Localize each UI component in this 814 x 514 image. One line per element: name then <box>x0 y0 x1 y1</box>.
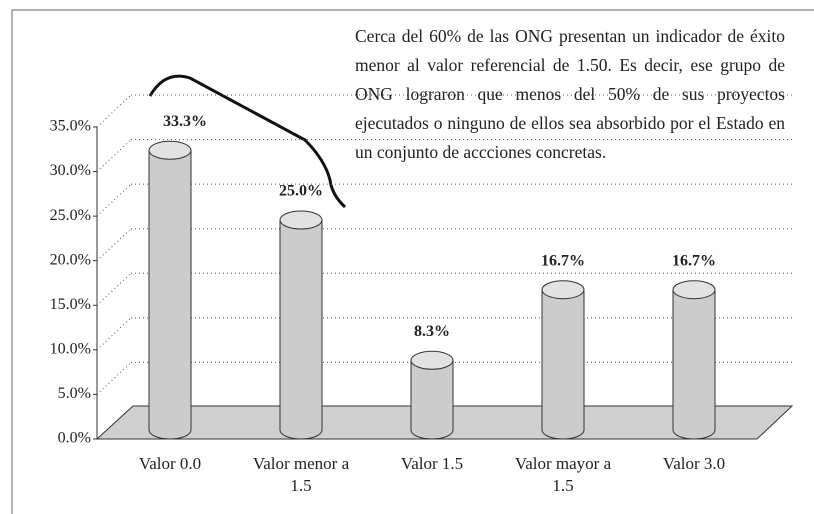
x-tick-label: Valor 3.0 <box>662 454 726 473</box>
grid-line <box>96 272 132 306</box>
y-tick-label: 10.0% <box>50 341 91 358</box>
y-tick-label: 25.0% <box>50 207 91 224</box>
grid-line <box>96 183 132 217</box>
bar-top <box>148 140 192 160</box>
grid-line <box>96 228 132 262</box>
value-label: 8.3% <box>414 323 450 340</box>
bar <box>148 150 192 440</box>
grid-line <box>96 139 132 172</box>
x-tick-label: Valor 0.0 <box>138 454 202 473</box>
bar <box>541 289 585 440</box>
grid-line <box>96 362 132 395</box>
y-tick-label: 20.0% <box>50 251 91 268</box>
bar-top <box>410 350 454 370</box>
bar <box>410 360 454 440</box>
value-label: 33.3% <box>163 113 207 130</box>
grid-line <box>96 94 132 128</box>
annotation: Cerca del 60% de las ONG presentan un in… <box>355 26 785 162</box>
bar <box>672 289 716 440</box>
bar-top <box>672 280 716 300</box>
y-tick-label: 5.0% <box>58 385 91 402</box>
grid-line <box>96 317 132 351</box>
frame <box>11 9 814 514</box>
bar-top <box>541 280 585 300</box>
x-tick-label: Valor menor a 1.5 <box>252 454 350 495</box>
y-tick-label: 0.0% <box>58 430 91 447</box>
y-tick-label: 35.0% <box>50 118 91 135</box>
bracket <box>148 74 347 209</box>
y-tick-label: 30.0% <box>50 162 91 179</box>
bar-top <box>279 210 323 230</box>
value-label: 25.0% <box>279 183 323 200</box>
y-tick-label: 15.0% <box>50 296 91 313</box>
bar <box>279 220 323 440</box>
value-label: 16.7% <box>672 252 716 269</box>
value-label: 16.7% <box>541 252 585 269</box>
x-tick-label: Valor 1.5 <box>400 454 464 473</box>
x-tick-label: Valor mayor a 1.5 <box>514 454 612 495</box>
